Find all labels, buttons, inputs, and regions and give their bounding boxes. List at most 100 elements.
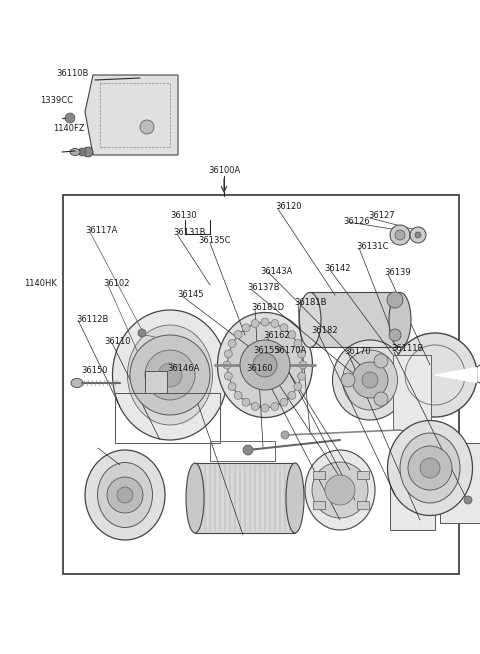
Ellipse shape (242, 398, 250, 406)
Circle shape (117, 487, 133, 503)
Bar (440, 443, 480, 523)
Text: 36137B: 36137B (247, 283, 280, 292)
Circle shape (158, 363, 182, 387)
Text: 36110: 36110 (105, 337, 131, 346)
Ellipse shape (280, 398, 288, 406)
Ellipse shape (271, 319, 279, 328)
Circle shape (253, 353, 277, 377)
Circle shape (408, 446, 452, 490)
Text: 36155: 36155 (253, 346, 280, 355)
Bar (195, 463, 295, 533)
Circle shape (395, 230, 405, 240)
Ellipse shape (261, 404, 269, 412)
Ellipse shape (280, 324, 288, 332)
Circle shape (390, 225, 410, 245)
Circle shape (362, 372, 378, 388)
Circle shape (281, 431, 289, 439)
Circle shape (420, 458, 440, 478)
Ellipse shape (294, 339, 302, 347)
Circle shape (138, 329, 146, 337)
Text: 36145: 36145 (178, 290, 204, 300)
Text: 36100A: 36100A (208, 165, 240, 175)
Ellipse shape (128, 325, 213, 425)
Text: 36102: 36102 (103, 279, 130, 288)
Ellipse shape (112, 310, 228, 440)
Circle shape (464, 496, 472, 504)
Text: 36127: 36127 (369, 211, 395, 220)
Ellipse shape (387, 421, 472, 515)
Circle shape (145, 350, 195, 400)
Ellipse shape (186, 463, 204, 533)
Text: 36120: 36120 (275, 201, 301, 211)
Bar (357, 471, 369, 479)
Text: 36117A: 36117A (85, 226, 117, 235)
Text: 36181B: 36181B (295, 298, 327, 307)
Ellipse shape (288, 391, 296, 400)
Ellipse shape (234, 391, 242, 400)
Text: 36170: 36170 (345, 347, 371, 356)
Ellipse shape (299, 292, 321, 347)
Bar (313, 471, 325, 479)
Circle shape (374, 354, 388, 368)
Circle shape (374, 392, 388, 406)
Text: 36139: 36139 (384, 268, 410, 277)
Circle shape (341, 373, 355, 387)
Bar (145, 371, 167, 393)
Circle shape (352, 362, 388, 398)
Ellipse shape (228, 383, 236, 390)
Text: 1339CC: 1339CC (40, 95, 73, 105)
Bar (357, 501, 369, 509)
Ellipse shape (288, 330, 296, 339)
Ellipse shape (294, 383, 302, 390)
Circle shape (415, 232, 421, 238)
Text: 36126: 36126 (343, 216, 370, 226)
Circle shape (83, 147, 93, 157)
Ellipse shape (343, 350, 397, 410)
Circle shape (312, 462, 368, 518)
Ellipse shape (389, 292, 411, 347)
Ellipse shape (217, 313, 312, 417)
Text: 36142: 36142 (324, 264, 350, 273)
Text: 36146A: 36146A (167, 364, 200, 373)
Bar (393, 355, 431, 430)
Text: 1140FZ: 1140FZ (53, 124, 84, 133)
Bar (310, 292, 400, 347)
Text: 36130: 36130 (170, 211, 197, 220)
Text: 36131C: 36131C (356, 242, 389, 251)
Ellipse shape (223, 361, 231, 369)
Ellipse shape (85, 450, 165, 540)
Text: 36181D: 36181D (252, 303, 285, 312)
Circle shape (240, 340, 290, 390)
Circle shape (65, 113, 75, 123)
Ellipse shape (242, 324, 250, 332)
Circle shape (140, 120, 154, 134)
Ellipse shape (228, 322, 302, 407)
Circle shape (393, 333, 477, 417)
Bar (390, 460, 435, 530)
Text: 36160: 36160 (246, 364, 273, 373)
Circle shape (243, 445, 253, 455)
Ellipse shape (234, 330, 242, 339)
Ellipse shape (305, 450, 375, 530)
Ellipse shape (71, 379, 83, 388)
Ellipse shape (251, 402, 259, 411)
Ellipse shape (251, 319, 259, 328)
Text: 36135C: 36135C (198, 236, 231, 245)
Ellipse shape (400, 433, 460, 503)
Circle shape (130, 335, 210, 415)
Circle shape (410, 227, 426, 243)
Ellipse shape (286, 463, 304, 533)
Bar (313, 501, 325, 509)
Bar (115, 393, 220, 443)
Ellipse shape (333, 340, 408, 420)
Circle shape (387, 292, 403, 308)
Text: 36131B: 36131B (174, 228, 206, 237)
Text: 36162: 36162 (263, 331, 289, 340)
Polygon shape (85, 75, 178, 155)
Circle shape (325, 475, 355, 505)
Text: 36111B: 36111B (391, 344, 423, 353)
Ellipse shape (224, 350, 232, 358)
Wedge shape (435, 368, 477, 383)
Circle shape (78, 148, 86, 156)
Text: 1140HK: 1140HK (24, 279, 57, 288)
